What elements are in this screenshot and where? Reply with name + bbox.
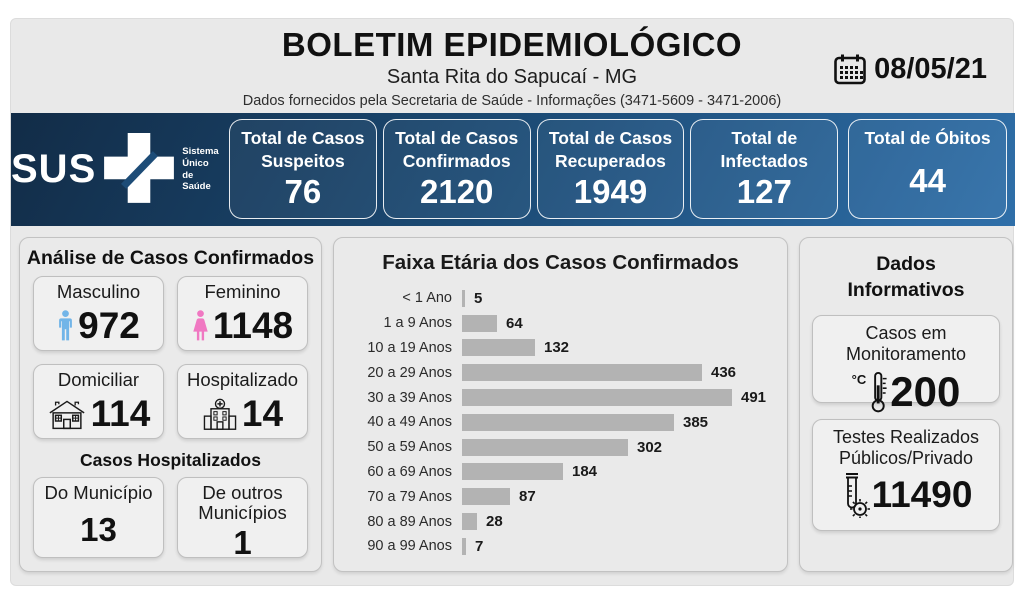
chart-row: < 1 Ano 5 (352, 286, 773, 311)
chart-value-label: 5 (474, 289, 483, 307)
source-info-line: Dados fornecidos pela Secretaria de Saúd… (242, 93, 782, 109)
chart-bar (462, 289, 465, 307)
sus-logo-text: SUS (11, 147, 97, 191)
male-icon (57, 310, 74, 342)
celsius-label: °C (851, 371, 867, 387)
city-subtitle: Santa Rita do Sapucaí - MG (386, 66, 638, 88)
thermometer-icon (868, 371, 888, 413)
chart-row: 90 a 99 Anos 7 (352, 534, 773, 559)
report-date: 08/05/21 (833, 53, 987, 86)
house-icon (47, 399, 87, 430)
chart-category-label: 30 a 39 Anos (367, 389, 452, 406)
test-tube-icon (840, 472, 870, 518)
chart-row: 80 a 89 Anos 28 (352, 509, 773, 534)
female-icon (192, 310, 209, 342)
chart-bar (462, 537, 466, 555)
chart-row: 40 a 49 Anos 385 (352, 410, 773, 435)
chart-category-label: 90 a 99 Anos (367, 538, 452, 555)
bulletin-container: BOLETIM EPIDEMIOLÓGICO Santa Rita do Sap… (10, 18, 1015, 586)
stat-card-recuperados: Total de Casos Recuperados 1949 (536, 119, 685, 219)
chart-value-label: 491 (741, 389, 767, 407)
hospital-icon (202, 398, 238, 431)
chart-row: 50 a 59 Anos 302 (352, 435, 773, 460)
page-title: BOLETIM EPIDEMIOLÓGICO (281, 26, 743, 63)
card-monitoramento: Casos em Monitoramento °C 200 (812, 314, 1000, 415)
chart-value-label: 64 (506, 314, 523, 332)
info-panel: Dados Informativos Casos em Monitorament… (799, 237, 1013, 572)
stat-value: 127 (736, 173, 792, 211)
date-value: 08/05/21 (874, 53, 987, 85)
stat-card-obitos: Total de Óbitos 44 (848, 119, 1007, 219)
card-testes: Testes Realizados Públicos/Privado (812, 418, 1000, 531)
card-outros-municipios: De outros Municípios 1 (177, 477, 308, 561)
card-masculino: Masculino 972 (33, 276, 164, 351)
stat-value: 76 (284, 173, 322, 211)
summary-cards: Total de Casos Suspeitos 76 Total de Cas… (223, 113, 1015, 226)
chart-value-label: 184 (572, 463, 598, 481)
chart-row: 10 a 19 Anos 132 (352, 336, 773, 361)
analysis-panel: Análise de Casos Confirmados Masculino (19, 237, 322, 572)
chart-category-label: < 1 Ano (402, 290, 452, 307)
card-feminino: Feminino 1148 (177, 276, 308, 351)
chart-bar (462, 314, 497, 332)
sus-band: SUS Sistema Único de Saúde Total de Caso… (11, 113, 1015, 226)
stat-card-confirmados: Total de Casos Confirmados 2120 (382, 119, 531, 219)
content-area: Análise de Casos Confirmados Masculino (11, 237, 1015, 572)
analysis-title: Análise de Casos Confirmados (26, 247, 315, 269)
chart-value-label: 302 (637, 438, 663, 456)
chart-category-label: 70 a 79 Anos (367, 488, 452, 505)
card-hospitalizado: Hospitalizado (177, 364, 308, 439)
chart-bar (462, 389, 732, 407)
stat-value: 44 (909, 161, 946, 199)
chart-bar (462, 413, 674, 431)
chart-value-label: 87 (519, 488, 536, 506)
chart-bar (462, 488, 510, 506)
chart-value-label: 385 (683, 413, 709, 431)
stat-value: 2120 (419, 173, 494, 211)
hospitalized-title: Casos Hospitalizados (80, 450, 261, 470)
chart-bar (462, 438, 628, 456)
sus-tagline: Sistema Único de Saúde (182, 145, 219, 193)
card-domiciliar: Domiciliar (33, 364, 164, 439)
chart-bar (462, 364, 702, 382)
chart-value-label: 436 (711, 364, 737, 382)
chart-row: 1 a 9 Anos 64 (352, 311, 773, 336)
chart-category-label: 40 a 49 Anos (367, 414, 452, 431)
chart-row: 70 a 79 Anos 87 (352, 484, 773, 509)
chart-value-label: 28 (486, 513, 503, 531)
stat-card-suspeitos: Total de Casos Suspeitos 76 (229, 119, 377, 219)
chart-category-label: 1 a 9 Anos (383, 315, 452, 332)
card-do-municipio: Do Município 13 (33, 477, 164, 558)
chart-bar (462, 513, 477, 531)
age-bar-chart: < 1 Ano 5 1 a 9 Anos 64 10 a 19 Anos 132 20 a … (334, 286, 787, 559)
stat-value: 1949 (573, 173, 648, 211)
header: BOLETIM EPIDEMIOLÓGICO Santa Rita do Sap… (11, 19, 1013, 113)
age-chart-panel: Faixa Etária dos Casos Confirmados < 1 A… (333, 237, 788, 572)
chart-category-label: 10 a 19 Anos (367, 339, 452, 356)
chart-bar (462, 339, 535, 357)
chart-row: 20 a 29 Anos 436 (352, 360, 773, 385)
calendar-icon (833, 53, 867, 86)
info-title: Dados Informativos (847, 253, 965, 302)
chart-value-label: 132 (544, 339, 570, 357)
chart-category-label: 20 a 29 Anos (367, 364, 452, 381)
chart-category-label: 60 a 69 Anos (367, 463, 452, 480)
chart-row: 60 a 69 Anos 184 (352, 460, 773, 485)
stat-card-infectados: Total de Infectados 127 (690, 119, 839, 219)
chart-row: 30 a 39 Anos 491 (352, 385, 773, 410)
chart-category-label: 50 a 59 Anos (367, 439, 452, 456)
chart-bar (462, 463, 563, 481)
chart-value-label: 7 (475, 537, 484, 555)
chart-category-label: 80 a 89 Anos (367, 513, 452, 530)
sus-logo: SUS Sistema Único de Saúde (11, 113, 223, 226)
chart-title: Faixa Etária dos Casos Confirmados (382, 251, 739, 274)
sus-cross-icon (102, 131, 176, 209)
